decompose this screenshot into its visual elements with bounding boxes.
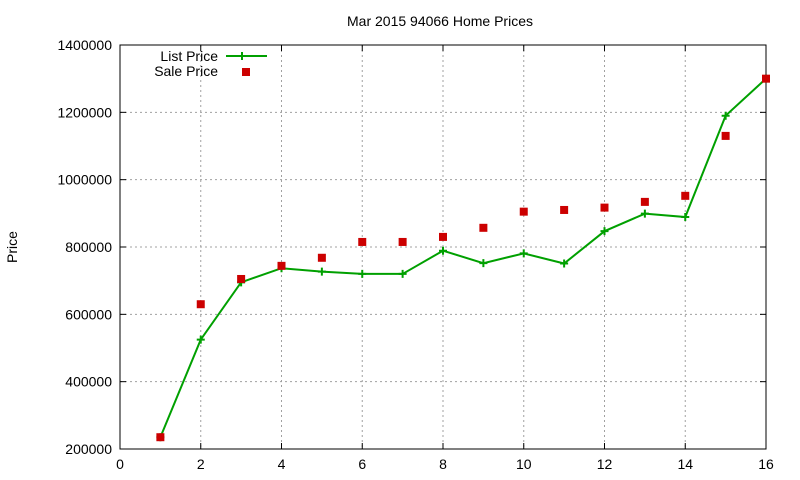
square-marker-icon bbox=[196, 300, 205, 309]
chart-title: Mar 2015 94066 Home Prices bbox=[347, 13, 533, 29]
series-layer bbox=[156, 74, 770, 442]
square-marker-icon bbox=[721, 131, 730, 140]
legend: List Price Sale Price bbox=[154, 48, 267, 79]
y-tick-label: 200000 bbox=[65, 441, 112, 457]
series-line bbox=[159, 77, 767, 438]
square-marker-icon bbox=[519, 207, 528, 216]
plus-marker-icon bbox=[519, 249, 528, 258]
square-marker-icon bbox=[762, 74, 770, 83]
x-tick-label: 8 bbox=[439, 456, 447, 472]
x-tick-label: 0 bbox=[116, 456, 124, 472]
x-tick-label: 12 bbox=[597, 456, 613, 472]
series-list-price bbox=[156, 74, 770, 442]
legend-item-list-price: List Price bbox=[160, 48, 267, 64]
x-tick-label: 2 bbox=[197, 456, 205, 472]
y-tick-label: 1200000 bbox=[57, 104, 112, 120]
legend-label: List Price bbox=[160, 48, 218, 64]
plus-marker-icon bbox=[640, 209, 649, 218]
plus-marker-icon bbox=[238, 52, 246, 60]
plus-marker-icon bbox=[439, 246, 447, 255]
y-tick-label: 800000 bbox=[65, 239, 112, 255]
plus-marker-icon bbox=[479, 259, 488, 268]
x-tick-label: 4 bbox=[278, 456, 286, 472]
y-axis-label: Price bbox=[4, 231, 20, 263]
plus-marker-icon bbox=[196, 335, 205, 344]
y-tick-label: 400000 bbox=[65, 374, 112, 390]
square-marker-icon bbox=[277, 261, 286, 270]
square-marker-icon bbox=[479, 223, 488, 232]
square-marker-icon bbox=[242, 68, 250, 76]
plus-marker-icon bbox=[600, 227, 609, 236]
series-sale-price bbox=[156, 74, 770, 442]
plus-marker-icon bbox=[560, 259, 569, 268]
x-tick-label: 16 bbox=[758, 456, 774, 472]
plus-marker-icon bbox=[317, 267, 326, 276]
square-marker-icon bbox=[237, 274, 246, 283]
square-marker-icon bbox=[560, 205, 569, 214]
legend-label: Sale Price bbox=[154, 63, 218, 79]
square-marker-icon bbox=[156, 433, 165, 442]
y-axis: 200000 400000 600000 800000 1000000 1200000 14… bbox=[57, 37, 766, 457]
square-marker-icon bbox=[600, 203, 609, 212]
plus-marker-icon bbox=[721, 111, 730, 120]
square-marker-icon bbox=[640, 197, 649, 206]
legend-item-sale-price: Sale Price bbox=[154, 63, 250, 79]
y-tick-label: 1400000 bbox=[57, 37, 112, 53]
x-tick-label: 10 bbox=[516, 456, 532, 472]
square-marker-icon bbox=[681, 191, 690, 200]
square-marker-icon bbox=[358, 237, 367, 246]
x-tick-label: 14 bbox=[677, 456, 693, 472]
plus-marker-icon bbox=[358, 269, 367, 278]
square-marker-icon bbox=[317, 253, 326, 262]
square-marker-icon bbox=[439, 232, 447, 241]
plus-marker-icon bbox=[398, 269, 407, 278]
square-marker-icon bbox=[398, 237, 407, 246]
y-tick-label: 600000 bbox=[65, 306, 112, 322]
y-tick-label: 1000000 bbox=[57, 172, 112, 188]
x-axis: 0 2 4 6 8 10 12 14 16 bbox=[116, 45, 774, 472]
plus-marker-icon bbox=[681, 213, 690, 222]
x-tick-label: 6 bbox=[358, 456, 366, 472]
